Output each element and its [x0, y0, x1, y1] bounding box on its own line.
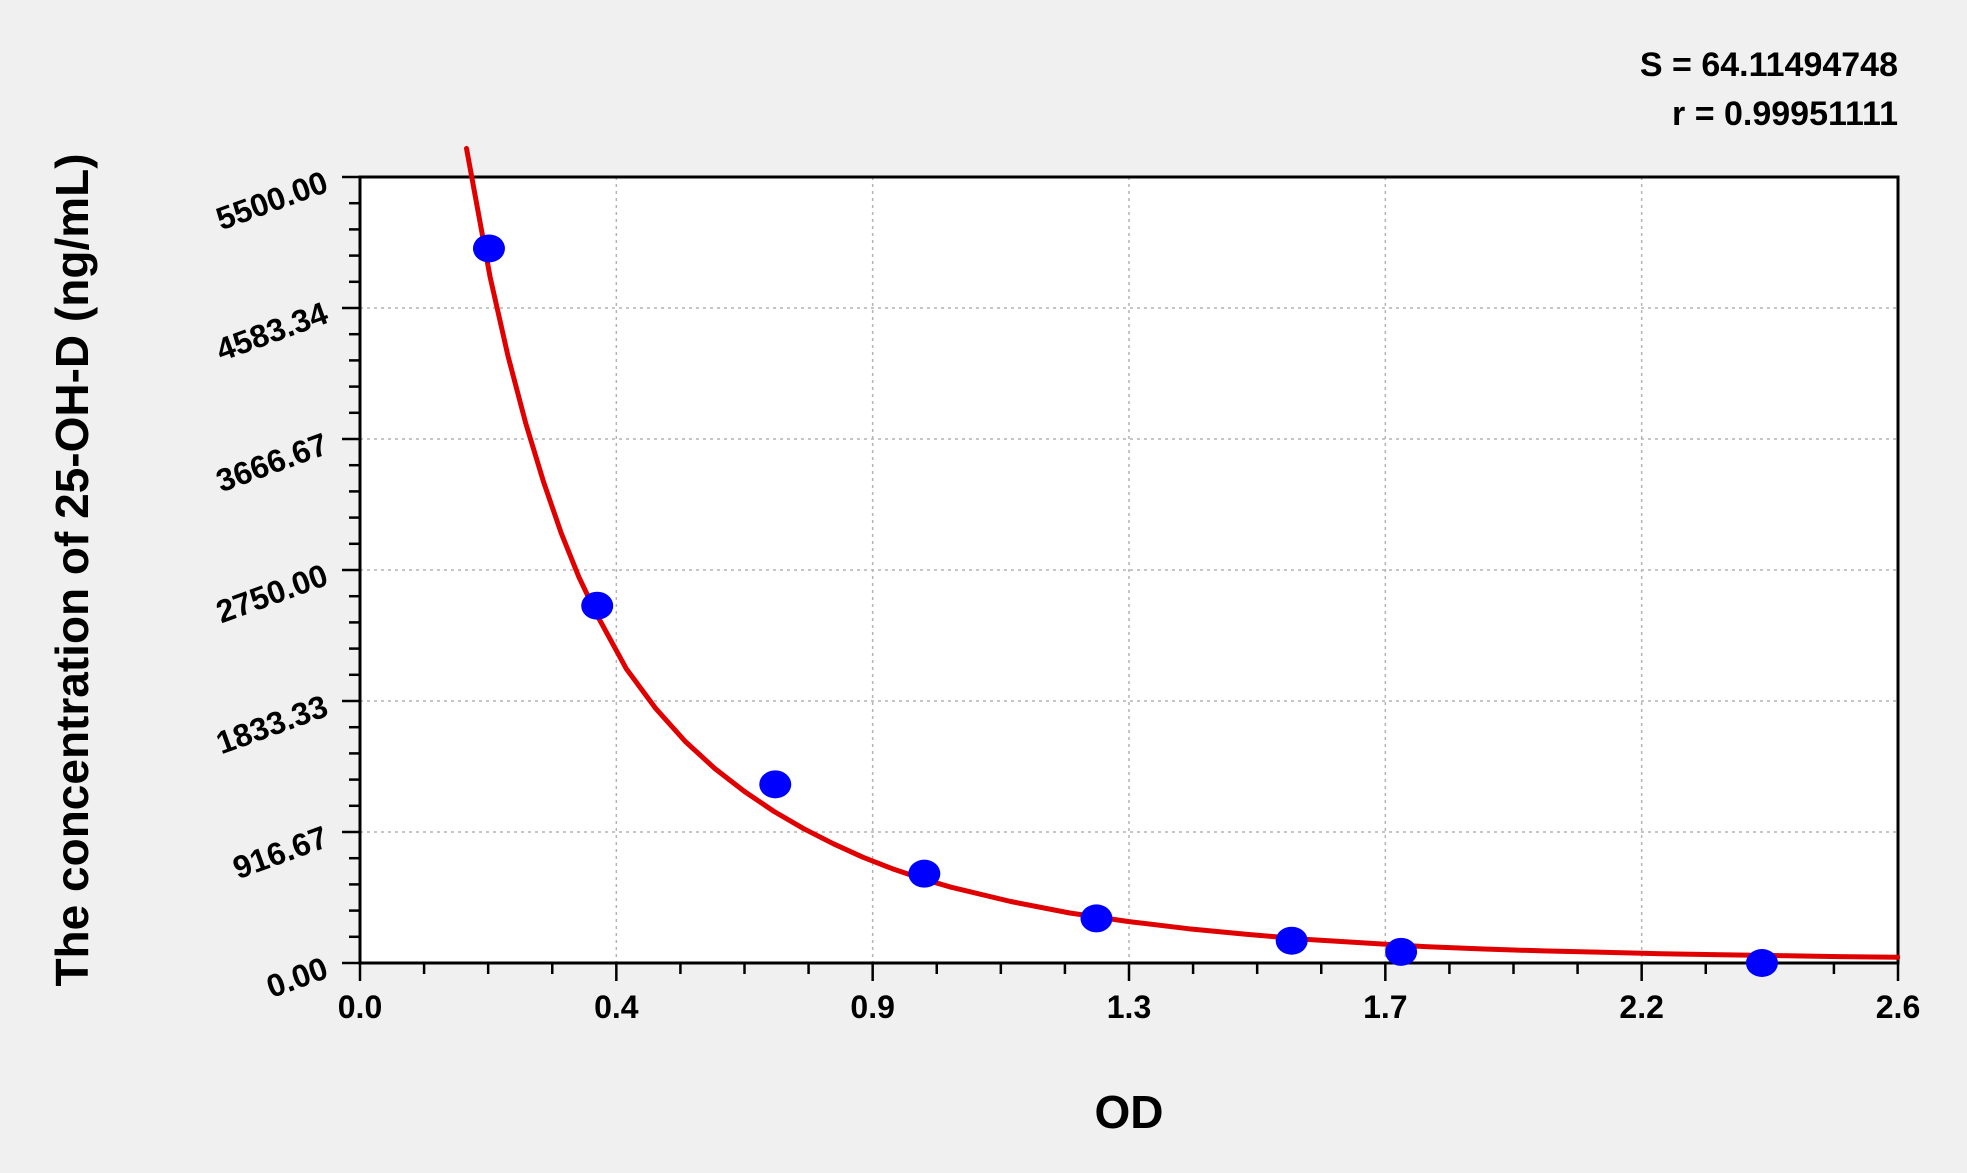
data-point [1080, 904, 1113, 933]
x-axis-ticks: 0.0 0.4 0.9 1.3 1.7 2.2 2.6 [338, 963, 1920, 1025]
fit-curve-line [464, 145, 1900, 960]
data-points-layer [472, 234, 1778, 977]
data-point [759, 770, 792, 799]
grid-lines [360, 177, 1898, 963]
data-point [1745, 949, 1778, 977]
s-value-text: S = 64.11494748 [1640, 46, 1898, 84]
x-tick-label: 0.4 [594, 989, 639, 1025]
x-tick-label: 0.0 [338, 989, 382, 1025]
fit-curve-layer [464, 145, 1900, 960]
data-point [581, 591, 614, 620]
x-tick-label: 2.6 [1876, 989, 1920, 1025]
x-axis-title: OD [1095, 1086, 1164, 1138]
data-point [908, 859, 941, 888]
x-tick-label: 1.3 [1107, 989, 1151, 1025]
y-axis-title: The concentration of 25-OH-D (ng/mL) [46, 153, 98, 986]
x-tick-label: 1.7 [1363, 989, 1407, 1025]
x-tick-label: 2.2 [1619, 989, 1663, 1025]
data-point [1385, 937, 1418, 966]
data-point [1275, 926, 1308, 955]
data-point [472, 234, 505, 263]
x-tick-label: 0.9 [850, 989, 894, 1025]
r-value-text: r = 0.99951111 [1672, 95, 1898, 133]
